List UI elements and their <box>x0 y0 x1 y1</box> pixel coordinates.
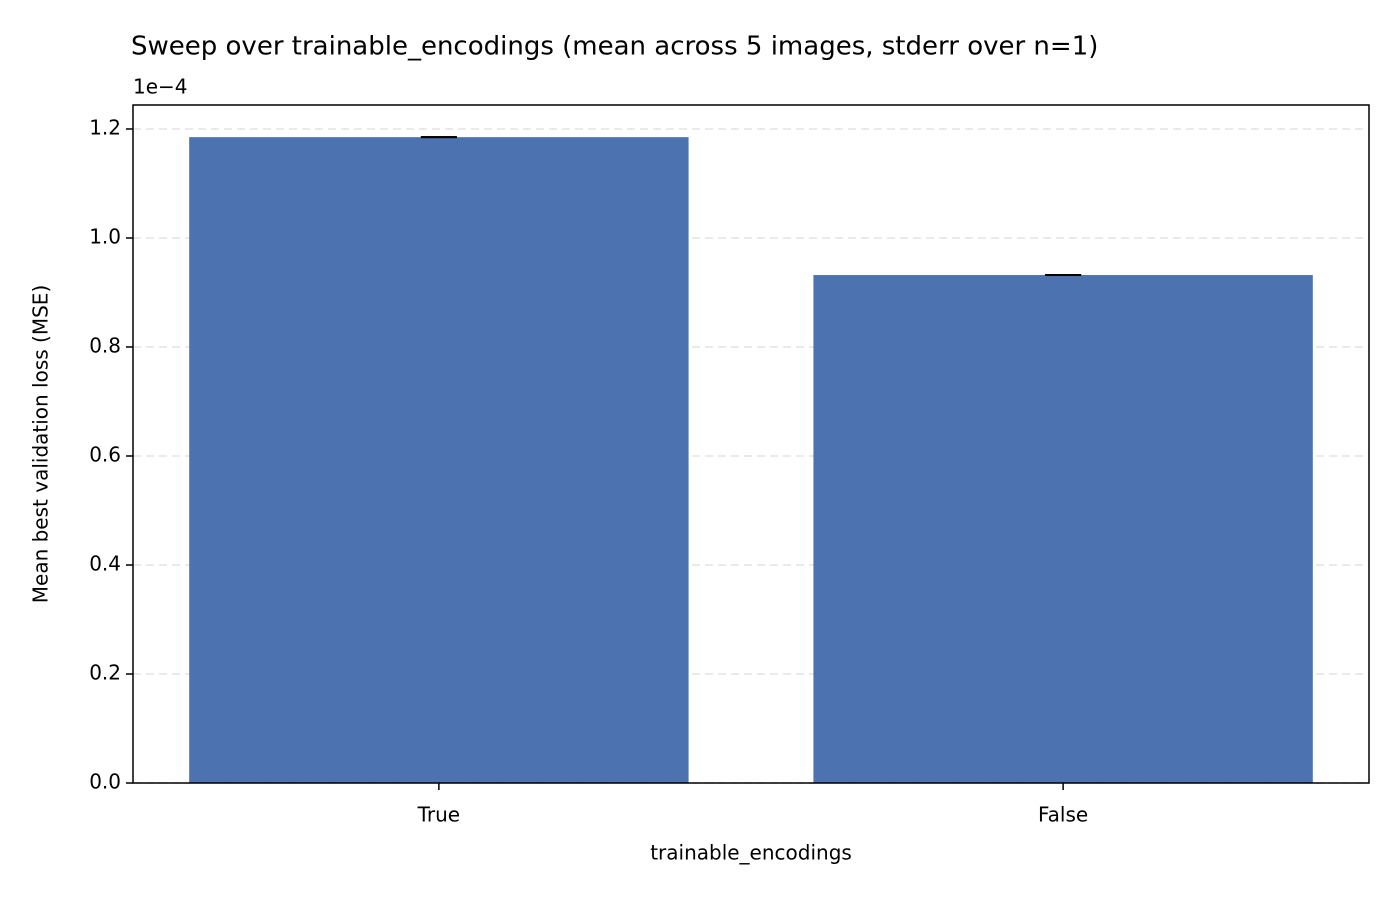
x-axis-label: trainable_encodings <box>650 841 852 865</box>
y-tick-label: 0.4 <box>89 551 121 575</box>
x-tick-label: True <box>417 803 460 827</box>
y-tick-label: 0.6 <box>89 442 121 466</box>
bar <box>813 275 1313 783</box>
y-tick-label: 1.0 <box>89 224 121 248</box>
y-tick-label: 0.8 <box>89 333 121 357</box>
y-tick-label: 1.2 <box>89 115 121 139</box>
offset-label: 1e−4 <box>133 75 188 99</box>
x-tick-label: False <box>1038 803 1088 827</box>
plot-frame <box>132 104 1370 784</box>
bar <box>189 137 689 783</box>
chart-title: Sweep over trainable_encodings (mean acr… <box>131 32 1098 62</box>
y-tick-label: 0.0 <box>89 770 121 794</box>
y-axis-label: Mean best validation loss (MSE) <box>29 285 53 603</box>
y-tick-label: 0.2 <box>89 660 121 684</box>
